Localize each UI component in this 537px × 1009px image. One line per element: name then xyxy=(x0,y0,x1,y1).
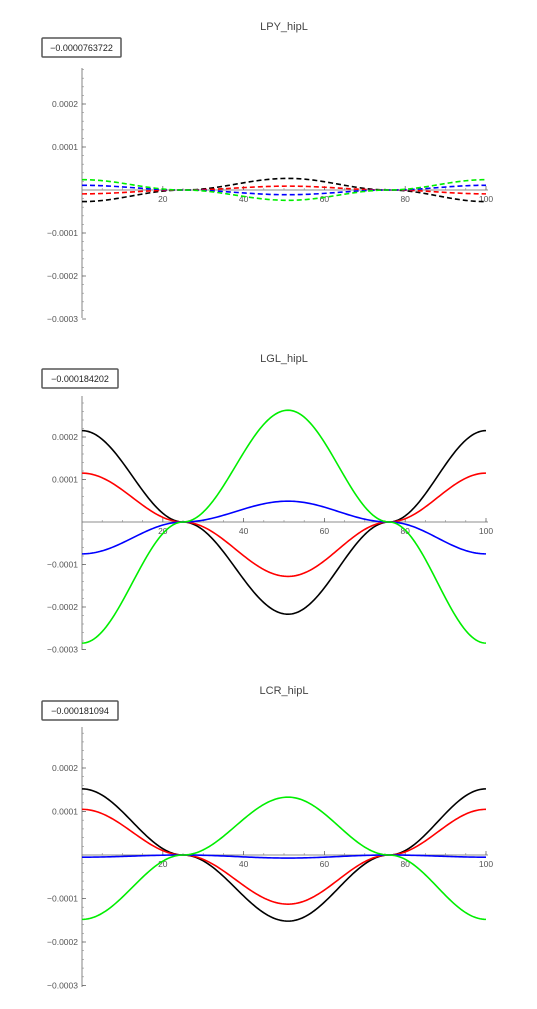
chart-title: LGL_hipL xyxy=(260,353,308,365)
y-tick-label: −0.0001 xyxy=(47,228,78,238)
y-tick-label: −0.0001 xyxy=(47,894,78,904)
chart-panel-3: LCR_hipL −0.000181094 0.0002 0.0001 −0.000… xyxy=(41,685,493,991)
y-tick-label: −0.0002 xyxy=(47,271,78,281)
y-tick-label: −0.0003 xyxy=(47,645,78,655)
x-tick-label: 80 xyxy=(400,194,410,204)
series-line-4 xyxy=(81,178,487,202)
chart-title: LCR_hipL xyxy=(260,685,309,697)
series-line-3 xyxy=(81,500,487,555)
y-tick-label: 0.0002 xyxy=(52,763,78,773)
chart-title: LPY_hipL xyxy=(260,21,308,33)
y-tick-label: −0.0003 xyxy=(47,981,78,991)
series-line-4 xyxy=(81,409,487,644)
x-tick-label: 60 xyxy=(320,194,330,204)
value-badge-text: −0.0000763722 xyxy=(50,43,113,53)
x-tick-label: 100 xyxy=(479,194,493,204)
value-badge: −0.000184202 xyxy=(41,368,119,389)
plot-area: 0.0002 0.0001 −0.0001 −0.0002 −0.0003 20 40 60 8… xyxy=(47,68,493,324)
y-tick-label: 0.0002 xyxy=(52,99,78,109)
chart-panel-2: LGL_hipL −0.000184202 0.0002 0.0001 −0.000… xyxy=(41,353,493,655)
series-line-1 xyxy=(81,788,487,922)
y-tick-label: 0.0001 xyxy=(52,807,78,817)
x-tick-label: 60 xyxy=(320,526,330,536)
series-line-1 xyxy=(81,429,487,616)
series-line-2 xyxy=(82,185,486,195)
x-tick-label: 40 xyxy=(239,526,249,536)
y-tick-label: −0.0002 xyxy=(47,937,78,947)
y-tick-label: −0.0003 xyxy=(47,314,78,324)
x-tick-label: 20 xyxy=(158,526,168,536)
series-line-3 xyxy=(82,184,487,196)
x-tick-label: 60 xyxy=(320,859,330,869)
plot-area: 0.0002 0.0001 −0.0001 −0.0002 −0.0003 20 40 60 8… xyxy=(47,727,493,991)
value-badge-text: −0.000181094 xyxy=(51,706,109,716)
x-tick-label: 20 xyxy=(158,859,168,869)
x-tick-label: 100 xyxy=(479,526,493,536)
y-tick-label: 0.0002 xyxy=(52,432,78,442)
x-tick-label: 100 xyxy=(479,859,493,869)
x-tick-label: 40 xyxy=(239,194,249,204)
chart-panel-1: LPY_hipL −0.0000763722 0.0002 0.0001 −0.00… xyxy=(41,21,493,324)
series-line-2 xyxy=(81,808,487,905)
series-line-2 xyxy=(81,472,487,578)
series-line-3 xyxy=(82,854,486,859)
x-tick-label: 20 xyxy=(158,194,168,204)
y-tick-label: −0.0001 xyxy=(47,560,78,570)
y-tick-label: 0.0001 xyxy=(52,475,78,485)
x-tick-label: 80 xyxy=(400,859,410,869)
y-tick-label: −0.0002 xyxy=(47,602,78,612)
y-tick-label: 0.0001 xyxy=(52,142,78,152)
x-tick-label: 40 xyxy=(239,859,249,869)
value-badge: −0.000181094 xyxy=(41,700,119,721)
series-line-4 xyxy=(81,796,487,921)
value-badge-text: −0.000184202 xyxy=(51,374,109,384)
series-line-1 xyxy=(81,177,487,203)
value-badge: −0.0000763722 xyxy=(41,37,122,58)
